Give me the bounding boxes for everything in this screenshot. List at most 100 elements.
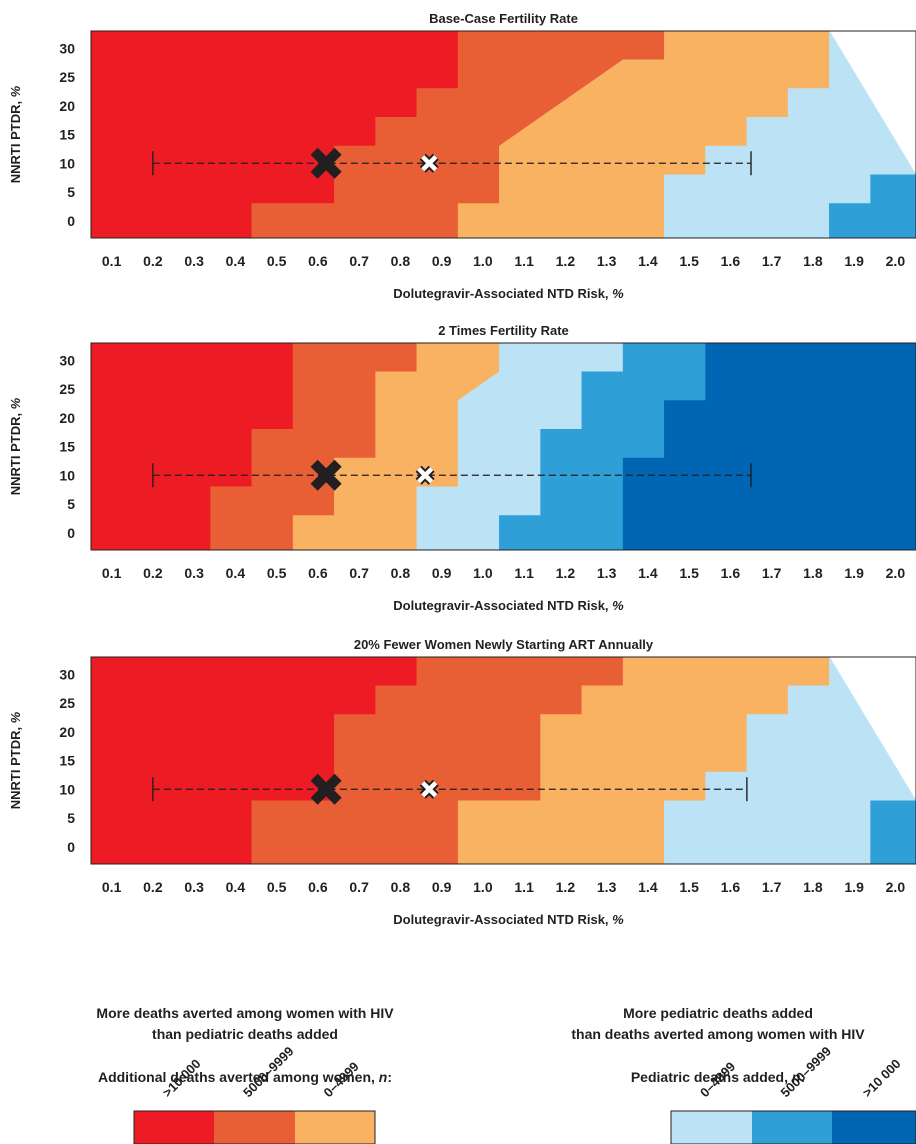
x-axis-label: Dolutegravir-Associated NTD Risk, % [393,286,624,301]
x-tick-label: 0.6 [308,253,328,269]
threshold-marker [417,467,434,484]
x-tick-label: 0.2 [143,253,163,269]
y-axis-label-text: NNRTI PTDR, [8,97,23,183]
y-axis-label-unit: % [8,397,23,409]
chart-panel-3: 20% Fewer Women Newly Starting ART Annua… [8,637,916,927]
x-tick-label: 0.7 [349,879,369,895]
x-tick-label: 1.1 [514,879,534,895]
x-tick-label: 0.3 [184,879,204,895]
x-tick-label: 1.8 [803,565,823,581]
y-tick-label: 30 [59,352,75,368]
x-tick-label: 1.2 [556,879,576,895]
x-tick-label: 1.3 [597,565,617,581]
x-tick-label: 0.1 [102,565,122,581]
y-tick-label: 30 [59,40,75,56]
x-tick-label: 1.9 [844,253,864,269]
y-axis-label-text: NNRTI PTDR, [8,723,23,809]
y-axis-label-unit: % [8,711,23,723]
legend-swatch-left-2 [214,1111,295,1144]
point-estimate-marker [310,773,342,805]
x-tick-label: 1.4 [638,879,658,895]
legend-swatch-right-1 [671,1111,752,1144]
y-tick-label: 0 [67,525,75,541]
legend-swatch-left-3 [295,1111,375,1144]
chart-title: 2 Times Fertility Rate [438,323,569,338]
x-axis-label-text: Dolutegravir-Associated NTD Risk, [393,598,612,613]
y-tick-label: 15 [59,439,75,455]
y-axis-label: NNRTI PTDR, % [8,85,23,183]
x-axis-label: Dolutegravir-Associated NTD Risk, % [393,912,624,927]
legend: More deaths averted among women with HIV… [96,1005,916,1144]
y-tick-label: 10 [59,155,75,171]
y-tick-label: 5 [67,184,75,200]
x-tick-label: 1.5 [679,879,699,895]
plot-frame [90,30,916,239]
x-tick-label: 0.2 [143,565,163,581]
x-tick-label: 2.0 [886,253,906,269]
legend-right-heading-line2: than deaths averted among women with HIV [571,1026,865,1042]
x-axis-label-text: Dolutegravir-Associated NTD Risk, [393,912,612,927]
legend-swatch-right-3 [832,1111,916,1144]
x-tick-label: 1.0 [473,879,493,895]
x-axis-label-unit: % [612,286,624,301]
x-tick-label: 1.9 [844,879,864,895]
y-tick-label: 30 [59,666,75,682]
x-tick-label: 1.1 [514,565,534,581]
x-tick-label: 0.9 [432,565,452,581]
x-tick-label: 0.6 [308,879,328,895]
x-axis-label-unit: % [612,598,624,613]
x-tick-label: 0.9 [432,253,452,269]
y-tick-label: 15 [59,753,75,769]
y-tick-label: 25 [59,695,75,711]
x-tick-label: 1.4 [638,565,658,581]
chart-title: Base-Case Fertility Rate [429,11,578,26]
x-tick-label: 0.4 [226,565,246,581]
legend-swatch-right-2 [752,1111,832,1144]
legend-swatch-left-1 [134,1111,214,1144]
legend-left-title: Additional deaths averted among women, n… [98,1069,392,1085]
x-tick-label: 1.5 [679,253,699,269]
chart-panel-1: Base-Case Fertility Rate NNRTI PTDR, % 0 5 1… [8,11,916,301]
x-tick-label: 0.1 [102,253,122,269]
legend-right-title: Pediatric deaths added, n: [631,1069,805,1085]
x-tick-label: 1.9 [844,565,864,581]
x-tick-label: 1.0 [473,253,493,269]
y-tick-label: 20 [59,410,75,426]
x-tick-label: 1.2 [556,565,576,581]
x-tick-label: 1.6 [721,253,741,269]
y-tick-label: 10 [59,781,75,797]
x-tick-label: 0.3 [184,565,204,581]
x-tick-label: 0.4 [226,879,246,895]
x-tick-label: 2.0 [886,565,906,581]
plot-frame [90,656,916,865]
y-tick-label: 25 [59,381,75,397]
legend-label-right-3: >10 000 [860,1056,904,1100]
y-tick-label: 10 [59,467,75,483]
y-tick-label: 5 [67,496,75,512]
legend-swatch-left-frame [133,1110,376,1144]
x-tick-label: 1.4 [638,253,658,269]
x-tick-label: 1.7 [762,253,782,269]
region-pediatric-10-000 [622,342,916,551]
y-axis-label-unit: % [8,85,23,97]
y-axis-label: NNRTI PTDR, % [8,397,23,495]
y-axis-label: NNRTI PTDR, % [8,711,23,809]
legend-right-title-var: n [792,1069,801,1085]
region-pediatric-5000-9999 [829,31,916,239]
x-tick-label: 1.6 [721,565,741,581]
legend-left-title-var: n [379,1069,388,1085]
x-axis-label-unit: % [612,912,624,927]
x-tick-label: 0.7 [349,253,369,269]
x-tick-label: 0.5 [267,253,287,269]
x-tick-label: 1.7 [762,565,782,581]
legend-left-heading-line2: than pediatric deaths added [152,1026,338,1042]
x-tick-label: 1.2 [556,253,576,269]
x-tick-label: 0.5 [267,879,287,895]
y-axis-label-text: NNRTI PTDR, [8,409,23,495]
chart-panel-2: 2 Times Fertility Rate NNRTI PTDR, % 0 5 10 1… [8,323,916,613]
y-tick-label: 0 [67,213,75,229]
x-tick-label: 2.0 [886,879,906,895]
legend-swatch-right-frame [670,1110,916,1144]
x-tick-label: 1.3 [597,879,617,895]
